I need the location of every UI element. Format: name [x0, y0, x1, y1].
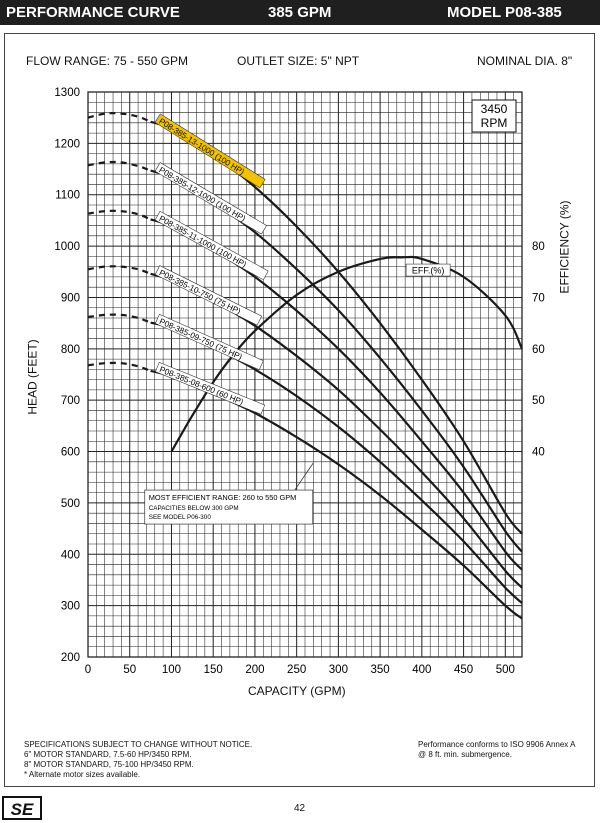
y-tick-label: 800 [61, 344, 80, 356]
y2-tick-label: 80 [532, 241, 545, 253]
curve-label-box [154, 265, 263, 326]
y-tick-label: 1300 [54, 87, 80, 99]
y2-tick-label: 70 [532, 292, 545, 304]
curve-label-box [155, 362, 266, 415]
x-tick-label: 450 [454, 664, 473, 676]
curve-label-box [154, 313, 264, 371]
pump-curve-dashed-6 [87, 361, 151, 372]
company-logo: SE [2, 796, 42, 820]
efficiency-label: EFF.(%) [412, 266, 445, 276]
footer-note-2: 6" MOTOR STANDARD, 7.5-60 HP/3450 RPM. [24, 750, 192, 759]
rpm-box [471, 99, 517, 133]
footer-conformance-2: @ 8 ft. min. submergence. [418, 750, 512, 759]
efficient-range-pointer [294, 462, 314, 491]
flow-range-label: FLOW RANGE: 75 - 550 GPM [26, 54, 189, 68]
efficiency-curve [170, 255, 523, 453]
y2-axis-title: EFFICIENCY (%) [557, 200, 572, 294]
x-tick-label: 0 [85, 664, 91, 676]
efficient-range-title: MOST EFFICIENT RANGE: 260 to 550 GPM [149, 493, 297, 502]
y-tick-label: 1000 [54, 241, 80, 253]
y-tick-label: 1100 [55, 190, 80, 202]
efficiency-label-box [405, 263, 451, 277]
footer-note-4: * Alternate motor sizes available. [24, 770, 141, 779]
y2-tick-label: 40 [532, 447, 545, 459]
x-tick-label: 300 [329, 664, 348, 676]
x-tick-label: 100 [162, 664, 181, 676]
y2-tick-label: 50 [532, 395, 545, 407]
pump-curve-dashed-1 [87, 112, 152, 123]
efficient-range-line2: CAPACITIES BELOW 300 GPM [149, 505, 239, 512]
rpm-label-value: 3450 [481, 102, 508, 116]
x-tick-label: 350 [371, 664, 390, 676]
curve-label-box [154, 113, 266, 189]
y-tick-label: 1200 [54, 138, 80, 150]
y2-tick-label: 60 [532, 344, 545, 356]
y-tick-label: 900 [61, 292, 80, 304]
y-tick-label: 400 [61, 549, 80, 561]
x-axis-title: CAPACITY (GPM) [248, 684, 346, 698]
y-tick-label: 600 [61, 447, 80, 459]
y-axis-title: HEAD (FEET) [25, 339, 40, 415]
pump-curve-dashed-4 [87, 265, 151, 275]
footer-note-1: SPECIFICATIONS SUBJECT TO CHANGE WITHOUT… [24, 740, 253, 749]
y-tick-label: 700 [61, 395, 80, 407]
curve-label-box [154, 162, 267, 235]
outlet-size-label: OUTLET SIZE: 5" NPT [237, 54, 360, 68]
header-title: PERFORMANCE CURVE [6, 4, 180, 21]
footer-conformance: Performance conforms to ISO 9906 Annex A… [418, 740, 575, 760]
y-tick-label: 200 [61, 652, 80, 664]
rpm-label-unit: RPM [481, 116, 508, 130]
pump-curve-dashed-3 [87, 209, 152, 221]
x-tick-label: 50 [123, 664, 136, 676]
footer-note-3: 8" MOTOR STANDARD, 75-100 HP/3450 RPM. [24, 760, 194, 769]
x-tick-label: 250 [287, 664, 306, 676]
x-tick-label: 400 [412, 664, 431, 676]
header-bar: PERFORMANCE CURVE 385 GPM MODEL P08-385 [0, 0, 600, 25]
pump-curve-dashed-5 [87, 313, 151, 324]
footer-notes: SPECIFICATIONS SUBJECT TO CHANGE WITHOUT… [24, 740, 252, 780]
efficient-range-line3: SEE MODEL P06-300 [149, 514, 212, 521]
header-model: MODEL P08-385 [447, 4, 562, 21]
y-tick-label: 300 [61, 601, 80, 613]
page-number: 42 [294, 803, 306, 814]
x-tick-label: 150 [204, 664, 223, 676]
header-flow: 385 GPM [268, 4, 332, 21]
y-tick-label: 500 [61, 498, 80, 510]
footer-conformance-1: Performance conforms to ISO 9906 Annex A [418, 740, 576, 749]
chart-frame [4, 33, 595, 787]
x-tick-label: 200 [245, 664, 264, 676]
nominal-dia-label: NOMINAL DIA. 8" [477, 54, 573, 68]
curve-label-box [154, 210, 269, 281]
x-tick-label: 500 [496, 664, 515, 676]
pump-curve-dashed-2 [87, 160, 151, 172]
efficient-range-box [144, 489, 314, 525]
